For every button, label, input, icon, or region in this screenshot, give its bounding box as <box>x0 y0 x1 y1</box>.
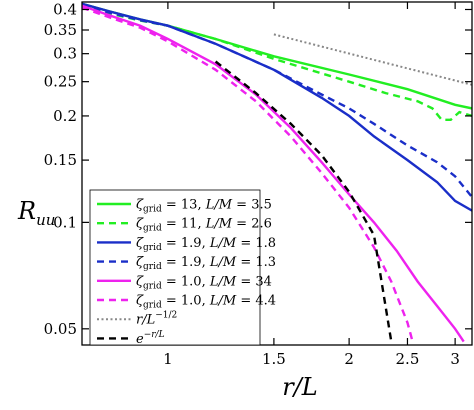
series-line-8 <box>214 60 393 342</box>
legend-label-1: ζgrid = 13, L/M = 3.5 <box>136 198 272 215</box>
series-line-4 <box>82 4 472 198</box>
plot-area <box>82 2 472 343</box>
x-tick-label: 1 <box>163 350 173 368</box>
series-line-5 <box>82 4 465 343</box>
y-tick-label: 0.25 <box>44 73 77 91</box>
x-tick-label: 2 <box>344 350 354 368</box>
y-tick-label: 0.35 <box>44 21 77 39</box>
y-axis-label: Ruu <box>17 197 55 229</box>
x-tick-label: 2.5 <box>396 350 420 368</box>
axis-ticks: 1 1.5 2 2.5 3 0.05 0.1 0.15 0.2 0.25 0.3 0.35 0.4 <box>44 0 472 368</box>
legend-label-6: ζgrid = 1.0, L/M = 4.4 <box>136 294 276 311</box>
series-line-2 <box>82 4 472 121</box>
legend-label-3: ζgrid = 1.9, L/M = 1.8 <box>136 236 276 253</box>
legend-label-2: ζgrid = 11, L/M = 2.6 <box>136 217 272 234</box>
x-axis-label: r/L <box>282 373 318 401</box>
legend-label-4: ζgrid = 1.9, L/M = 1.3 <box>136 255 276 272</box>
y-tick-label: 0.2 <box>53 107 77 125</box>
y-tick-label: 0.1 <box>53 213 77 231</box>
series-line-7 <box>273 33 472 86</box>
x-tick-label: 1.5 <box>262 350 286 368</box>
legend-label-7: r/L−1/2 <box>136 311 177 328</box>
legend-label-8: e−r/L <box>136 330 165 347</box>
y-tick-label: 0.05 <box>44 320 77 338</box>
series-line-3 <box>82 2 472 212</box>
x-tick-label: 3 <box>450 350 460 368</box>
series-line-6 <box>82 6 414 342</box>
plot-frame <box>81 1 473 346</box>
legend: ζgrid = 13, L/M = 3.5 ζgrid = 11, L/M = 2… <box>89 189 276 347</box>
y-tick-label: 0.3 <box>53 45 77 63</box>
y-tick-label: 0.15 <box>44 151 77 169</box>
y-tick-label: 0.4 <box>53 0 77 18</box>
legend-box <box>89 189 261 346</box>
legend-label-5: ζgrid = 1.0, L/M = 34 <box>136 274 272 291</box>
